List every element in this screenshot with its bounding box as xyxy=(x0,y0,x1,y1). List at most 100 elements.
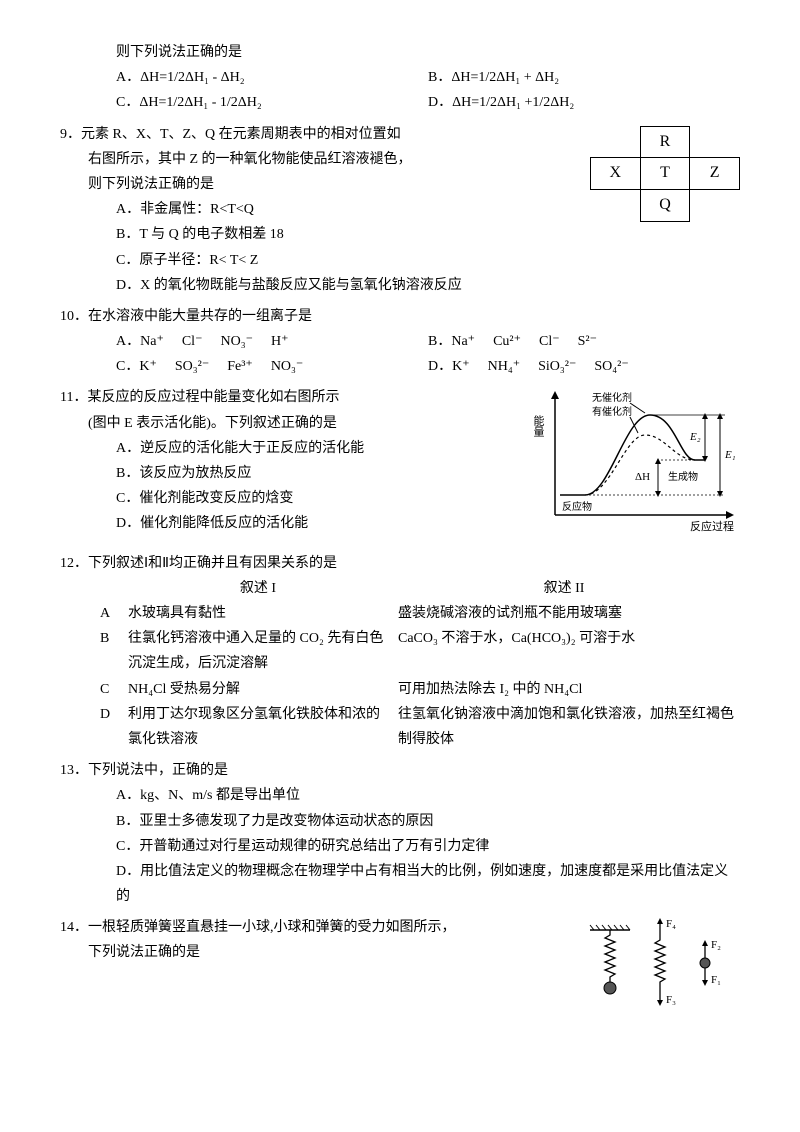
q14-num: 14． xyxy=(60,920,88,935)
q10-c-label: C． xyxy=(116,359,139,374)
q14-stem1: 一根轻质弹簧竖直悬挂一小球,小球和弹簧的受力如图所示， xyxy=(88,920,456,935)
q11-num: 11． xyxy=(60,390,87,405)
cell-q: Q xyxy=(640,190,690,222)
q13-opt-d: D．用比值法定义的物理概念在物理学中占有相当大的比例，例如速度，加速度都是采用比… xyxy=(60,859,740,909)
q12-stem: 下列叙述Ⅰ和Ⅱ均正确并且有因果关系的是 xyxy=(88,556,337,571)
q12-key: A xyxy=(100,601,128,626)
cell-r: R xyxy=(640,126,690,158)
q12-statement-2: CaCO₃ 不溶于水，Ca(HCO₃)₂ 可溶于水 xyxy=(398,626,740,676)
curve-with-catalyst xyxy=(585,435,695,495)
dh-label: ΔH xyxy=(635,471,650,483)
question-10: 10．在水溶液中能大量共存的一组离子是 A．Na⁺Cl⁻NO₃⁻H⁺ B．Na⁺… xyxy=(60,304,740,380)
ion: Fe³⁺ xyxy=(227,354,253,379)
ion: Na⁺ xyxy=(451,329,475,354)
cell-t: T xyxy=(640,158,690,190)
question-11: 能量 反应过程 无催化剂 有催化剂 反应物 生成物 E₁ E₂ Δ xyxy=(60,385,740,544)
periodic-grid: R XTZ Q xyxy=(590,126,740,222)
q13-stem: 下列说法中，正确的是 xyxy=(88,763,228,778)
q10-opt-b: B．Na⁺ Cu²⁺ Cl⁻ S²⁻ xyxy=(428,329,740,354)
q8-opt-c: C．ΔH=1/2ΔH₁ - 1/2ΔH₂ xyxy=(116,90,428,115)
q12-row: A水玻璃具有黏性盛装烧碱溶液的试剂瓶不能用玻璃塞 xyxy=(100,601,740,626)
q13-opt-a: A．kg、N、m/s 都是导出单位 xyxy=(60,783,740,808)
q11-energy-diagram: 能量 反应过程 无催化剂 有催化剂 反应物 生成物 E₁ E₂ Δ xyxy=(530,385,740,544)
ion: NO₃⁻ xyxy=(271,354,304,379)
ylabel: 能量 xyxy=(532,414,545,437)
q12-statement-2: 往氢氧化钠溶液中滴加饱和氯化铁溶液，加热至红褐色制得胶体 xyxy=(398,702,740,752)
q9-num: 9． xyxy=(60,127,81,142)
f1-label: F₁ xyxy=(711,974,721,986)
f2-label: F₂ xyxy=(711,939,721,951)
ion: SiO₃²⁻ xyxy=(538,354,576,379)
product-label: 生成物 xyxy=(668,470,698,483)
cell-z: Z xyxy=(690,158,740,190)
q10-row1: A．Na⁺Cl⁻NO₃⁻H⁺ B．Na⁺Cu²⁺Cl⁻S²⁻ xyxy=(60,329,740,354)
xlabel: 反应过程 xyxy=(690,519,734,533)
q10-row2: C．K⁺SO₃²⁻Fe³⁺NO₃⁻ D．K⁺NH₄⁺SiO₃²⁻SO₄²⁻ xyxy=(60,354,740,379)
q8-options-row2: C．ΔH=1/2ΔH₁ - 1/2ΔH₂ D．ΔH=1/2ΔH₁ +1/2ΔH₂ xyxy=(60,90,740,115)
q12-statement-1: 往氯化钙溶液中通入足量的 CO₂ 先有白色沉淀生成，后沉淀溶解 xyxy=(128,626,398,676)
q12-statement-1: 利用丁达尔现象区分氢氧化铁胶体和浓的氯化铁溶液 xyxy=(128,702,398,752)
ion: Cu²⁺ xyxy=(493,329,521,354)
ion: NO₃⁻ xyxy=(220,329,253,354)
q9-stem1: 元素 R、X、T、Z、Q 在元素周期表中的相对位置如 xyxy=(81,127,401,142)
ion: H⁺ xyxy=(271,329,289,354)
e1-label: E₁ xyxy=(724,449,736,461)
q8-stem: 则下列说法正确的是 xyxy=(60,40,740,65)
q10-line1: 10．在水溶液中能大量共存的一组离子是 xyxy=(60,304,740,329)
ion: NH₄⁺ xyxy=(488,354,521,379)
q12-statement-1: NH₄Cl 受热易分解 xyxy=(128,677,398,702)
q12-statement-2: 可用加热法除去 I₂ 中的 NH₄Cl xyxy=(398,677,740,702)
q12-row: D利用丁达尔现象区分氢氧化铁胶体和浓的氯化铁溶液往氢氧化钠溶液中滴加饱和氯化铁溶… xyxy=(100,702,740,752)
e2-label: E₂ xyxy=(689,431,701,443)
question-8-cont: 则下列说法正确的是 A．ΔH=1/2ΔH₁ - ΔH₂ B．ΔH=1/2ΔH₁ … xyxy=(60,40,740,116)
q9-opt-b: B．T 与 Q 的电子数相差 18 xyxy=(60,222,740,247)
q12-statement-1: 水玻璃具有黏性 xyxy=(128,601,398,626)
q8-opt-d: D．ΔH=1/2ΔH₁ +1/2ΔH₂ xyxy=(428,90,740,115)
q12-key: B xyxy=(100,626,128,676)
ion: K⁺ xyxy=(139,354,157,379)
question-14: F₄ F₃ F₂ F₁ 14．一根轻质弹簧竖直悬挂一小球,小球和弹簧的受力如图所… xyxy=(60,915,740,1024)
q10-b-label: B． xyxy=(428,334,451,349)
q13-opt-c: C．开普勒通过对行星运动规律的研究总结出了万有引力定律 xyxy=(60,834,740,859)
q13-opt-b: B．亚里士多德发现了力是改变物体运动状态的原因 xyxy=(60,809,740,834)
q12-line1: 12．下列叙述Ⅰ和Ⅱ均正确并且有因果关系的是 xyxy=(60,551,740,576)
ion: Cl⁻ xyxy=(539,329,560,354)
q12-table-head: 叙述 I 叙述 II xyxy=(60,576,740,601)
q9-opt-d: D．X 的氧化物既能与盐酸反应又能与氢氧化钠溶液反应 xyxy=(60,273,740,298)
q10-num: 10． xyxy=(60,309,88,324)
q12-num: 12． xyxy=(60,556,88,571)
q9-opt-c: C．原子半径：R< T< Z xyxy=(60,248,740,273)
q12-row: CNH₄Cl 受热易分解可用加热法除去 I₂ 中的 NH₄Cl xyxy=(100,677,740,702)
ion: S²⁻ xyxy=(578,329,597,354)
q10-a-label: A． xyxy=(116,334,140,349)
question-9: R XTZ Q 9．元素 R、X、T、Z、Q 在元素周期表中的相对位置如 右图所… xyxy=(60,122,740,298)
q13-line1: 13．下列说法中，正确的是 xyxy=(60,758,740,783)
with-cat-label: 有催化剂 xyxy=(592,405,632,418)
q9-periodic-table-figure: R XTZ Q xyxy=(590,122,740,222)
q12-key: C xyxy=(100,677,128,702)
q12-statement-2: 盛装烧碱溶液的试剂瓶不能用玻璃塞 xyxy=(398,601,740,626)
ion: SO₃²⁻ xyxy=(175,354,209,379)
q10-opt-c: C．K⁺ SO₃²⁻ Fe³⁺ NO₃⁻ xyxy=(116,354,428,379)
q10-d-label: D． xyxy=(428,359,452,374)
ion: Na⁺ xyxy=(140,329,164,354)
question-13: 13．下列说法中，正确的是 A．kg、N、m/s 都是导出单位 B．亚里士多德发… xyxy=(60,758,740,909)
q12-head2: 叙述 II xyxy=(388,576,740,601)
q12-table-body: A水玻璃具有黏性盛装烧碱溶液的试剂瓶不能用玻璃塞B往氯化钙溶液中通入足量的 CO… xyxy=(60,601,740,752)
curve-no-catalyst xyxy=(560,415,705,495)
reactant-label: 反应物 xyxy=(562,500,592,513)
q10-opt-a: A．Na⁺ Cl⁻ NO₃⁻ H⁺ xyxy=(116,329,428,354)
q10-opt-d: D．K⁺ NH₄⁺ SiO₃²⁻ SO₄²⁻ xyxy=(428,354,740,379)
spring-svg: F₄ F₃ F₂ F₁ xyxy=(580,915,740,1015)
energy-curve-svg: 能量 反应过程 无催化剂 有催化剂 反应物 生成物 E₁ E₂ Δ xyxy=(530,385,740,535)
f4-label: F₄ xyxy=(666,918,676,930)
ion: Cl⁻ xyxy=(182,329,203,354)
ion: SO₄²⁻ xyxy=(594,354,628,379)
q8-options-row1: A．ΔH=1/2ΔH₁ - ΔH₂ B．ΔH=1/2ΔH₁ + ΔH₂ xyxy=(60,65,740,90)
no-cat-label: 无催化剂 xyxy=(592,391,632,404)
question-12: 12．下列叙述Ⅰ和Ⅱ均正确并且有因果关系的是 叙述 I 叙述 II A水玻璃具有… xyxy=(60,551,740,753)
q13-num: 13． xyxy=(60,763,88,778)
q12-head1: 叙述 I xyxy=(128,576,388,601)
ion: K⁺ xyxy=(452,354,470,379)
q14-spring-diagram: F₄ F₃ F₂ F₁ xyxy=(580,915,740,1024)
